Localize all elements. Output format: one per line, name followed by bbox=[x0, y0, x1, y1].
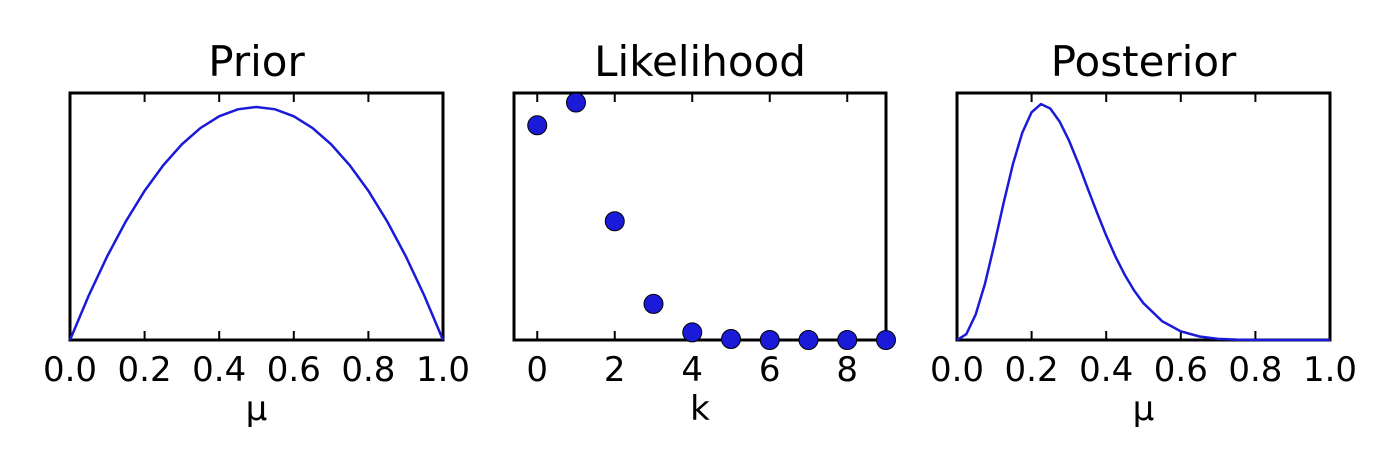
panel-3-series-line bbox=[956, 102, 1330, 342]
panel-2-tick-label: 6 bbox=[759, 350, 781, 390]
panel-1-tick-label: 0.4 bbox=[192, 350, 246, 390]
panel-1-tick-label: 0.0 bbox=[43, 350, 97, 390]
likelihood-point-k9 bbox=[876, 330, 896, 350]
likelihood-point-k2 bbox=[604, 211, 625, 232]
likelihood-point-k6 bbox=[759, 330, 780, 350]
panel-3-tick-label: 0.4 bbox=[1079, 350, 1133, 390]
panel-1-tick-label: 1.0 bbox=[416, 350, 470, 390]
panel-2-tick-label: 4 bbox=[681, 350, 703, 390]
panel-1-tick-label: 0.2 bbox=[118, 350, 172, 390]
panel-1-tick-label: 0.8 bbox=[341, 350, 395, 390]
panel-3-tick-label: 0.2 bbox=[1005, 350, 1059, 390]
likelihood-point-k1 bbox=[566, 92, 586, 113]
panel-3-tick-label: 0.8 bbox=[1228, 350, 1282, 390]
panel-3-title: Posterior bbox=[1051, 37, 1237, 86]
panel-3-tick-label: 0.6 bbox=[1154, 350, 1208, 390]
panel-2-tick-label: 8 bbox=[836, 350, 858, 390]
likelihood-point-k8 bbox=[837, 330, 858, 350]
panel-2-tick-label: 2 bbox=[604, 350, 626, 390]
panel-1-tick-label: 0.6 bbox=[267, 350, 321, 390]
likelihood-point-k3 bbox=[643, 293, 664, 314]
likelihood-point-k5 bbox=[721, 329, 741, 350]
panel-3-tick-label: 0.0 bbox=[930, 350, 984, 390]
panel-3-frame bbox=[955, 91, 1332, 342]
panel-1-series-line bbox=[68, 105, 445, 341]
panel-1-xlabel: μ bbox=[246, 389, 268, 429]
likelihood-point-k0 bbox=[527, 115, 548, 136]
panel-2-frame bbox=[512, 91, 888, 342]
panel-3-xlabel: μ bbox=[1133, 389, 1155, 429]
panel-3-tick-label: 1.0 bbox=[1303, 350, 1357, 390]
likelihood-point-k4 bbox=[682, 322, 703, 343]
panel-1-frame bbox=[68, 91, 445, 342]
likelihood-point-k7 bbox=[798, 330, 819, 350]
panel-1-title: Prior bbox=[208, 37, 305, 86]
panel-2-title: Likelihood bbox=[594, 37, 806, 86]
panel-2-xlabel: k bbox=[690, 389, 710, 429]
panel-2-tick-label: 0 bbox=[526, 350, 548, 390]
